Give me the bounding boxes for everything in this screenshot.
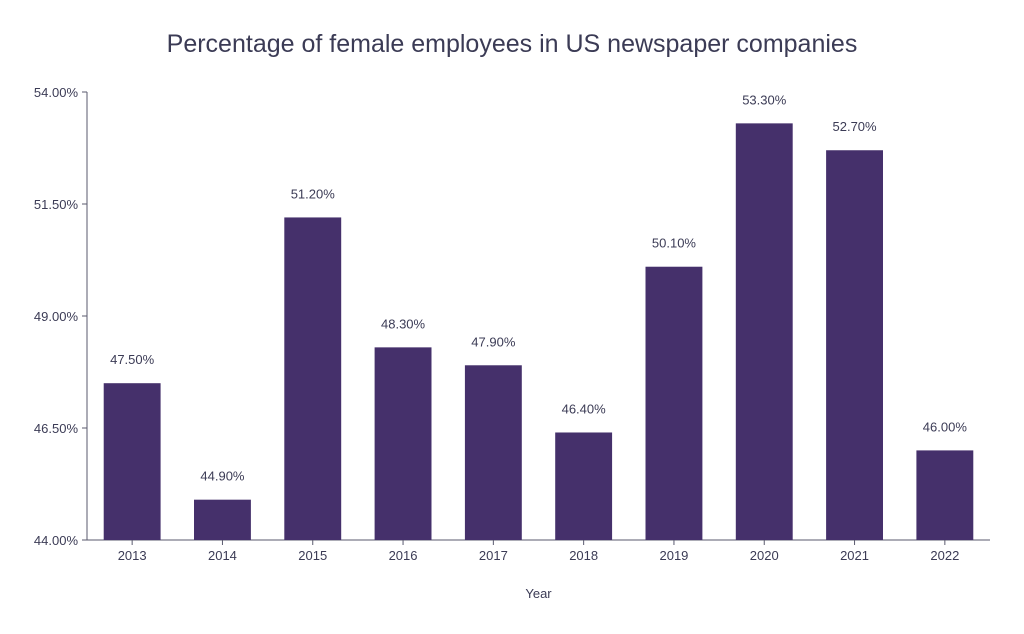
x-tick-label-2020: 2020 [750, 548, 779, 563]
y-axis-ticks: 44.00% 46.50% 49.00% 51.50% 54.00% [34, 85, 87, 548]
x-axis-ticks: 2013 2014 2015 2016 2017 2018 2019 2020 2021 2022 [118, 540, 959, 563]
y-tick-label: 51.50% [34, 197, 79, 212]
bar-2022[interactable] [916, 450, 974, 540]
y-tick-label: 54.00% [34, 85, 79, 100]
bar-value-label-2018: 46.40% [562, 401, 607, 416]
bar-2018[interactable] [555, 432, 613, 540]
bar-2014[interactable] [194, 499, 251, 540]
bar-value-label-2015: 51.20% [291, 186, 336, 201]
x-tick-label-2014: 2014 [208, 548, 237, 563]
bar-value-label-2022: 46.00% [923, 419, 968, 434]
x-tick-label-2022: 2022 [930, 548, 959, 563]
bar-2013[interactable] [103, 383, 161, 540]
bar-value-label-2019: 50.10% [652, 236, 697, 251]
y-tick-label: 49.00% [34, 309, 79, 324]
bar-value-label-2020: 53.30% [742, 92, 787, 107]
x-tick-label-2016: 2016 [389, 548, 418, 563]
x-axis-title: Year [525, 586, 552, 601]
bar-2016[interactable] [374, 347, 432, 540]
x-tick-label-2015: 2015 [298, 548, 327, 563]
bar-2020[interactable] [735, 123, 793, 541]
chart-title: Percentage of female employees in US new… [166, 30, 858, 58]
bars: 47.50% 44.90% 51.20% 48.30% 47.90% 46.40% 50.1… [103, 92, 974, 541]
bar-value-label-2016: 48.30% [381, 316, 426, 331]
x-tick-label-2013: 2013 [118, 548, 147, 563]
bar-2015[interactable] [284, 217, 342, 540]
bar-2017[interactable] [464, 365, 522, 540]
x-tick-label-2018: 2018 [569, 548, 598, 563]
x-tick-label-2021: 2021 [840, 548, 869, 563]
bar-value-label-2013: 47.50% [110, 352, 155, 367]
bar-2019[interactable] [645, 266, 703, 540]
bar-value-label-2017: 47.90% [471, 334, 516, 349]
y-tick-label: 44.00% [34, 533, 79, 548]
bar-value-label-2014: 44.90% [200, 469, 245, 484]
x-tick-label-2017: 2017 [479, 548, 508, 563]
bar-2021[interactable] [826, 150, 883, 541]
bar-value-label-2021: 52.70% [833, 119, 878, 134]
x-tick-label-2019: 2019 [659, 548, 688, 563]
y-tick-label: 46.50% [34, 421, 79, 436]
